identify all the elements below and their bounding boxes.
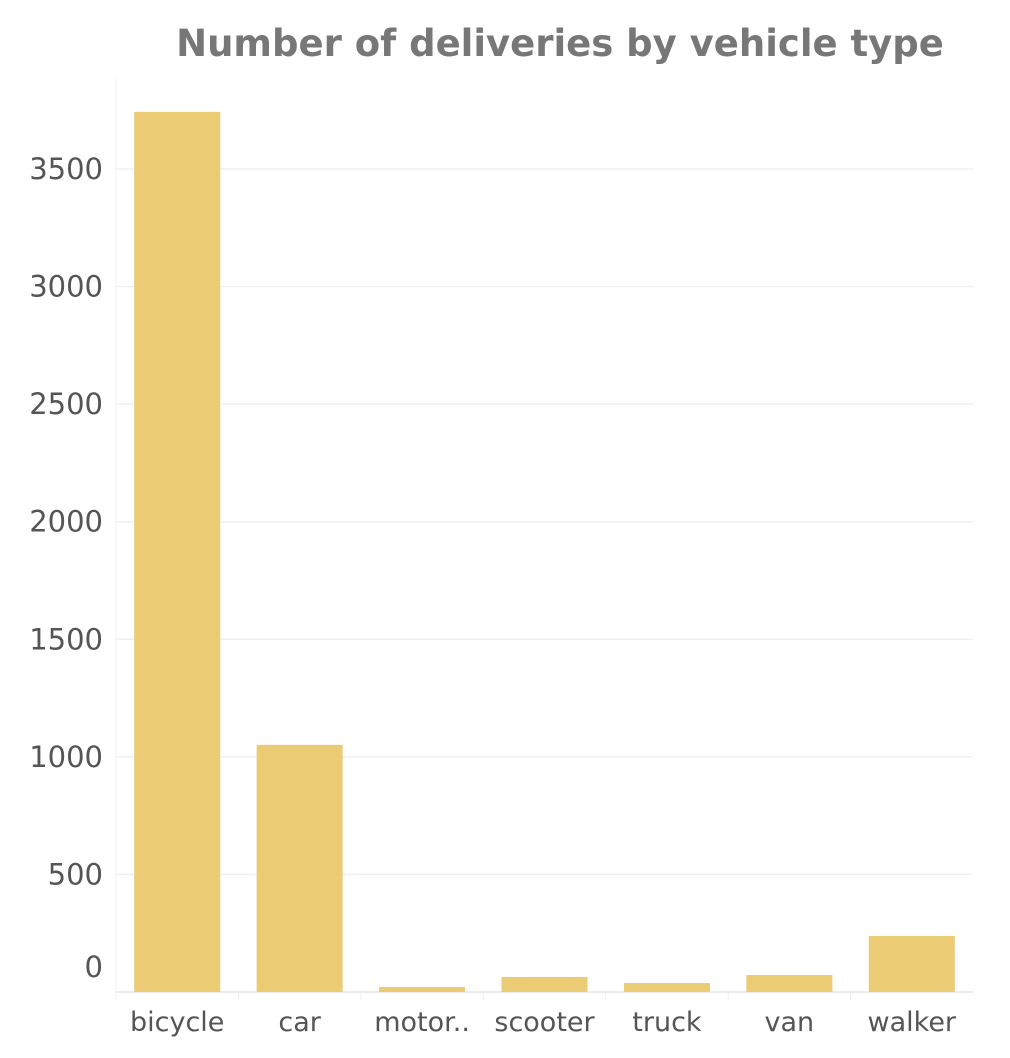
y-tick-label: 2000 bbox=[29, 505, 103, 539]
bar-motor bbox=[379, 987, 466, 992]
x-tick-label: car bbox=[278, 1007, 321, 1038]
bar-walker bbox=[868, 936, 955, 992]
y-tick-label: 3000 bbox=[29, 270, 103, 304]
x-tick-label: truck bbox=[632, 1007, 702, 1038]
bar-car bbox=[256, 744, 343, 992]
bar-scooter bbox=[501, 976, 588, 992]
x-tick-label: bicycle bbox=[130, 1007, 224, 1038]
bar-van bbox=[746, 975, 833, 992]
y-tick-label: 1500 bbox=[29, 622, 103, 656]
y-tick-label: 1000 bbox=[29, 740, 103, 774]
y-tick-label: 2500 bbox=[29, 387, 103, 421]
x-tick-label: walker bbox=[868, 1007, 957, 1038]
x-tick-label: motor.. bbox=[374, 1007, 470, 1038]
chart-title: Number of deliveries by vehicle type bbox=[176, 22, 944, 65]
bar-bicycle bbox=[134, 111, 221, 992]
y-tick-label: 500 bbox=[48, 857, 103, 891]
y-tick-label: 3500 bbox=[29, 152, 103, 186]
y-tick-label: 0 bbox=[85, 950, 103, 984]
x-tick-label: van bbox=[765, 1007, 815, 1038]
x-tick-label: scooter bbox=[494, 1007, 595, 1038]
bar-truck bbox=[623, 983, 710, 992]
